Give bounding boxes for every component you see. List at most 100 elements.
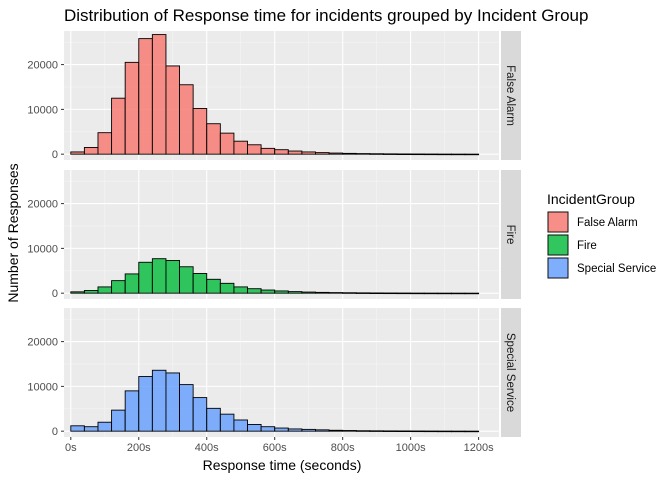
histogram-bar-false-alarm — [274, 149, 289, 155]
histogram-bar-special-service — [206, 407, 221, 432]
chart-title: Distribution of Response time for incide… — [64, 6, 588, 25]
x-tick-label: 1000s — [396, 442, 426, 454]
histogram-bar-fire — [124, 273, 140, 294]
histogram-bar-false-alarm — [219, 132, 235, 155]
legend-keys: False Alarm Fire Special Service — [547, 211, 656, 279]
y-tick-label: 0 — [52, 426, 58, 438]
x-tick-label: 0s — [65, 442, 77, 454]
histogram-bar-special-service — [260, 426, 276, 432]
histogram-bar-fire — [383, 292, 398, 295]
histogram-bar-fire — [70, 291, 85, 294]
histogram-bar-special-service — [355, 430, 371, 432]
facet-strip — [501, 170, 521, 299]
histogram-bar-special-service — [70, 425, 85, 432]
histogram-bar-fire — [287, 291, 303, 294]
histogram-bar-special-service — [274, 427, 289, 432]
y-tick-label: 0 — [52, 149, 58, 161]
histogram-bar-fire — [151, 258, 167, 294]
histogram-bar-special-service — [287, 428, 303, 432]
y-tick-label: 20000 — [27, 337, 58, 349]
facet-strip-label: Special Service — [504, 333, 516, 412]
facet-panel-false-alarm: 0 10000 20000 False Alarm — [27, 31, 521, 161]
histogram-bar-fire — [138, 261, 153, 294]
histogram-bar-special-service — [97, 421, 113, 432]
histogram-bar-special-service — [247, 424, 262, 432]
histogram-bar-special-service — [111, 409, 126, 432]
histogram-bar-false-alarm — [247, 144, 262, 155]
histogram-bar-fire — [423, 292, 439, 295]
histogram-bar-false-alarm — [138, 38, 153, 155]
histogram-bar-fire — [355, 292, 371, 294]
histogram-bar-false-alarm — [97, 132, 113, 155]
legend-item-special-service: Special Service — [547, 257, 656, 279]
histogram-bar-fire — [301, 291, 316, 294]
facet-panel-fire: 0 10000 20000 Fire — [27, 170, 521, 300]
y-tick-label: 10000 — [27, 381, 58, 393]
histogram-bar-false-alarm — [287, 150, 303, 155]
legend-label: False Alarm — [577, 217, 638, 229]
legend-title: IncidentGroup — [547, 191, 635, 207]
x-tick-label: 600s — [263, 442, 287, 454]
histogram-bar-false-alarm — [369, 153, 384, 155]
histogram-bar-fire — [274, 290, 289, 294]
histogram-bar-special-service — [410, 430, 425, 433]
histogram-bar-false-alarm — [260, 147, 276, 155]
legend-item-false-alarm: False Alarm — [547, 211, 638, 233]
facet-strip-label: Fire — [504, 225, 516, 245]
histogram-bar-false-alarm — [206, 123, 221, 155]
histogram-bar-special-service — [124, 390, 140, 432]
facet-panels: 0 10000 20000 False Alarm 0 10000 20000 Fire 0 10… — [27, 31, 521, 438]
histogram-bar-special-service — [464, 430, 480, 433]
histogram-bar-special-service — [179, 384, 194, 432]
histogram-bar-special-service — [83, 426, 99, 432]
histogram-bar-false-alarm — [70, 151, 85, 155]
histogram-bar-fire — [437, 292, 452, 295]
histogram-bar-special-service — [342, 430, 357, 432]
histogram-bar-special-service — [437, 430, 452, 433]
histogram-bar-special-service — [383, 430, 398, 432]
histogram-bar-false-alarm — [464, 153, 480, 156]
legend-item-fire: Fire — [547, 234, 597, 256]
legend: IncidentGroup False Alarm Fire Special Ser… — [547, 191, 656, 279]
histogram-bar-false-alarm — [450, 153, 466, 156]
histogram-bar-false-alarm — [383, 153, 398, 155]
x-tick-label: 800s — [331, 442, 355, 454]
histogram-bar-false-alarm — [315, 152, 330, 155]
histogram-bar-fire — [233, 286, 248, 294]
histogram-bar-special-service — [192, 397, 208, 432]
y-tick-label: 10000 — [27, 104, 58, 116]
y-tick-label: 20000 — [27, 60, 58, 72]
histogram-bar-fire — [83, 290, 99, 294]
histogram-bar-fire — [165, 260, 180, 294]
y-tick-label: 20000 — [27, 199, 58, 211]
histogram-bar-fire — [179, 266, 194, 294]
histogram-bar-special-service — [233, 419, 248, 432]
histogram-bar-special-service — [423, 430, 439, 433]
y-axis-title: Number of Responses — [5, 163, 21, 302]
histogram-bar-special-service — [219, 413, 235, 432]
histogram-bar-fire — [219, 282, 235, 294]
histogram-bar-fire — [328, 292, 344, 294]
histogram-bar-fire — [206, 278, 221, 294]
x-axis: 0s 200s 400s 600s 800s 1000s 1200s — [65, 437, 494, 454]
histogram-bar-false-alarm — [437, 153, 452, 156]
histogram-bar-fire — [396, 292, 412, 295]
histogram-bar-false-alarm — [233, 140, 248, 155]
x-axis-title: Response time (seconds) — [203, 457, 362, 473]
facet-strip — [501, 308, 521, 437]
legend-label: Fire — [577, 240, 597, 252]
histogram-bar-special-service — [138, 376, 153, 432]
histogram-bar-special-service — [396, 430, 412, 433]
histogram-bar-false-alarm — [328, 152, 344, 155]
histogram-bar-false-alarm — [342, 152, 357, 155]
facet-panel-special-service: 0 10000 20000 Special Service — [27, 308, 521, 438]
histogram-bar-false-alarm — [396, 153, 412, 156]
legend-label: Special Service — [577, 263, 656, 275]
histogram-bar-fire — [315, 291, 330, 294]
histogram-bar-fire — [260, 289, 276, 294]
histogram-bar-false-alarm — [124, 61, 140, 155]
histogram-bar-fire — [247, 288, 262, 294]
histogram-bar-false-alarm — [423, 153, 439, 156]
histogram-bar-false-alarm — [192, 108, 208, 155]
y-tick-label: 10000 — [27, 243, 58, 255]
